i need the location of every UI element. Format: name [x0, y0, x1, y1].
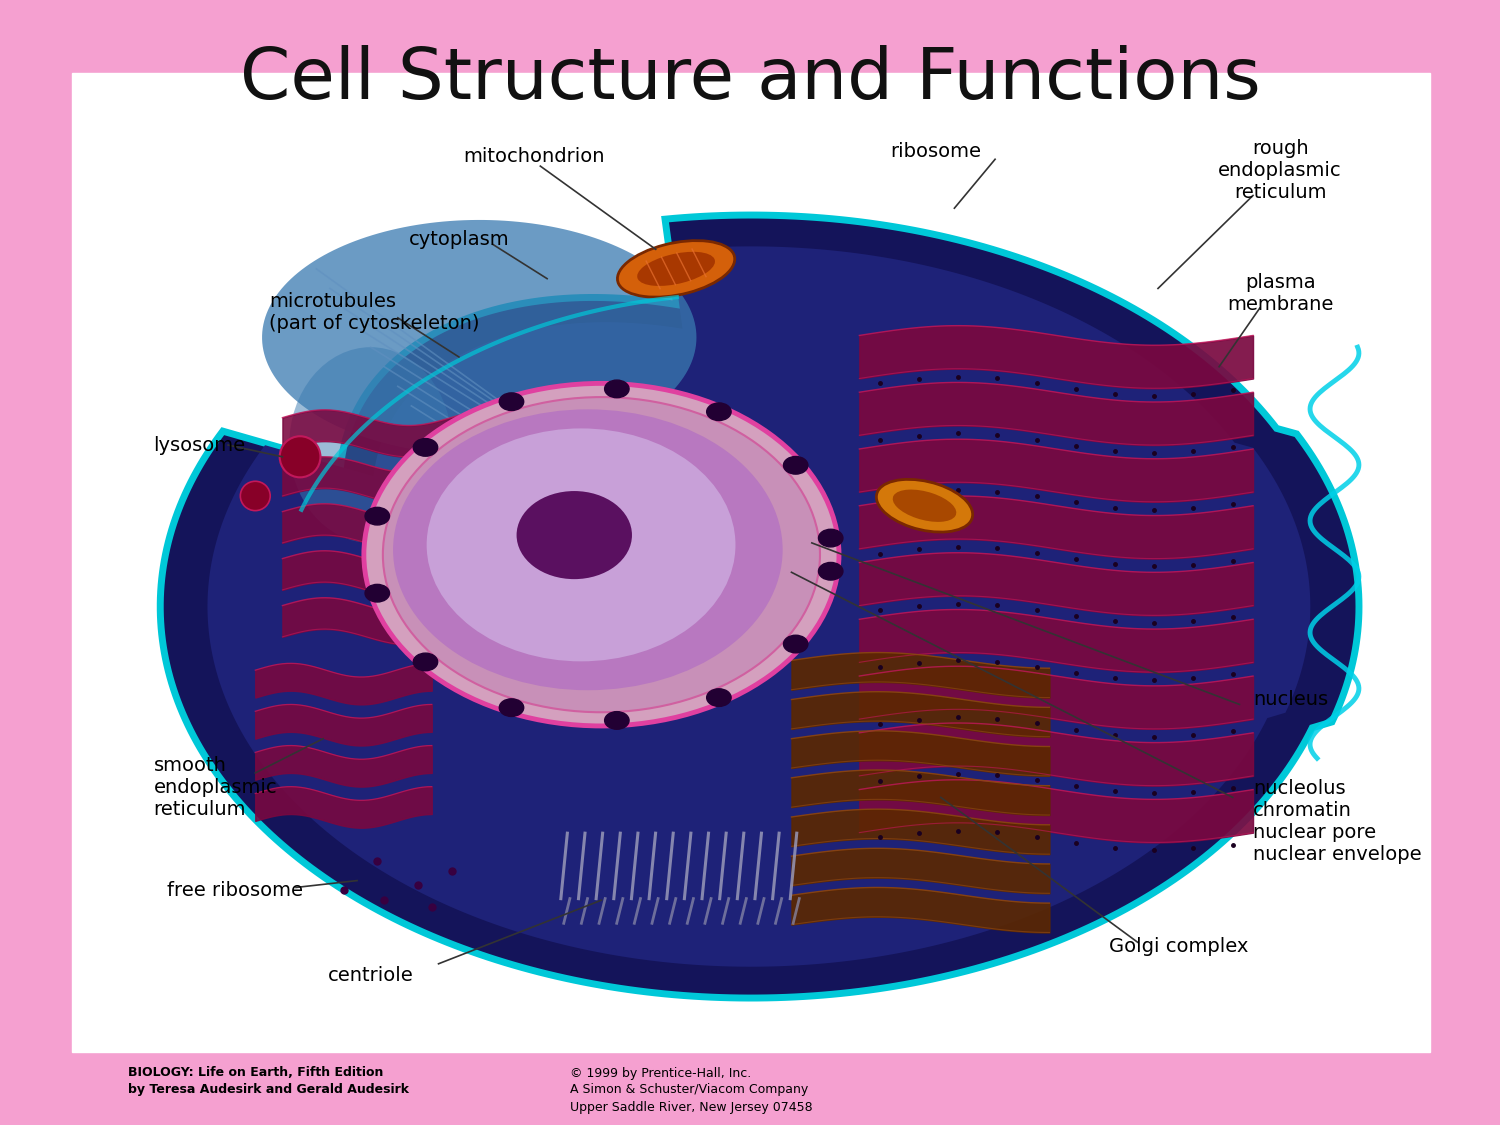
Ellipse shape	[279, 436, 321, 477]
Ellipse shape	[892, 489, 957, 522]
Text: © 1999 by Prentice-Hall, Inc.
A Simon & Schuster/Viacom Company
Upper Saddle Riv: © 1999 by Prentice-Hall, Inc. A Simon & …	[570, 1066, 813, 1114]
Bar	[72, 73, 1429, 1052]
Circle shape	[783, 636, 808, 652]
Circle shape	[364, 507, 390, 525]
Ellipse shape	[382, 397, 820, 712]
Ellipse shape	[618, 241, 735, 297]
Polygon shape	[160, 215, 1359, 998]
Circle shape	[706, 688, 730, 706]
Text: rough
endoplasmic
reticulum: rough endoplasmic reticulum	[1218, 140, 1342, 202]
Text: smooth
endoplasmic
reticulum: smooth endoplasmic reticulum	[153, 756, 278, 819]
Circle shape	[819, 562, 843, 580]
Circle shape	[706, 403, 730, 421]
Ellipse shape	[876, 479, 972, 532]
Ellipse shape	[393, 410, 783, 691]
Circle shape	[604, 380, 628, 398]
Ellipse shape	[290, 348, 452, 543]
Circle shape	[783, 457, 808, 474]
Ellipse shape	[516, 490, 632, 579]
Text: nucleolus
chromatin
nuclear pore
nuclear envelope: nucleolus chromatin nuclear pore nuclear…	[1252, 780, 1422, 864]
Circle shape	[500, 699, 523, 717]
Ellipse shape	[638, 252, 716, 286]
Text: microtubules
(part of cytoskeleton): microtubules (part of cytoskeleton)	[268, 292, 480, 333]
Text: BIOLOGY: Life on Earth, Fifth Edition
by Teresa Audesirk and Gerald Audesirk: BIOLOGY: Life on Earth, Fifth Edition by…	[128, 1066, 408, 1097]
Circle shape	[604, 712, 628, 729]
Text: plasma
membrane: plasma membrane	[1227, 273, 1334, 314]
Polygon shape	[207, 246, 1311, 966]
Text: mitochondrion: mitochondrion	[464, 147, 604, 165]
Ellipse shape	[240, 482, 270, 511]
Circle shape	[819, 529, 843, 547]
Ellipse shape	[364, 384, 839, 726]
Circle shape	[364, 584, 390, 602]
Text: ribosome: ribosome	[891, 142, 981, 161]
Text: centriole: centriole	[328, 966, 414, 986]
Text: lysosome: lysosome	[153, 435, 246, 454]
Text: nucleus: nucleus	[1252, 690, 1328, 709]
Text: Golgi complex: Golgi complex	[1108, 937, 1248, 955]
Circle shape	[413, 654, 438, 670]
Polygon shape	[262, 220, 696, 454]
Circle shape	[500, 393, 523, 411]
Text: cytoplasm: cytoplasm	[408, 229, 509, 249]
Ellipse shape	[426, 429, 735, 662]
Circle shape	[413, 439, 438, 457]
Text: Cell Structure and Functions: Cell Structure and Functions	[240, 45, 1260, 114]
Text: free ribosome: free ribosome	[166, 881, 303, 900]
